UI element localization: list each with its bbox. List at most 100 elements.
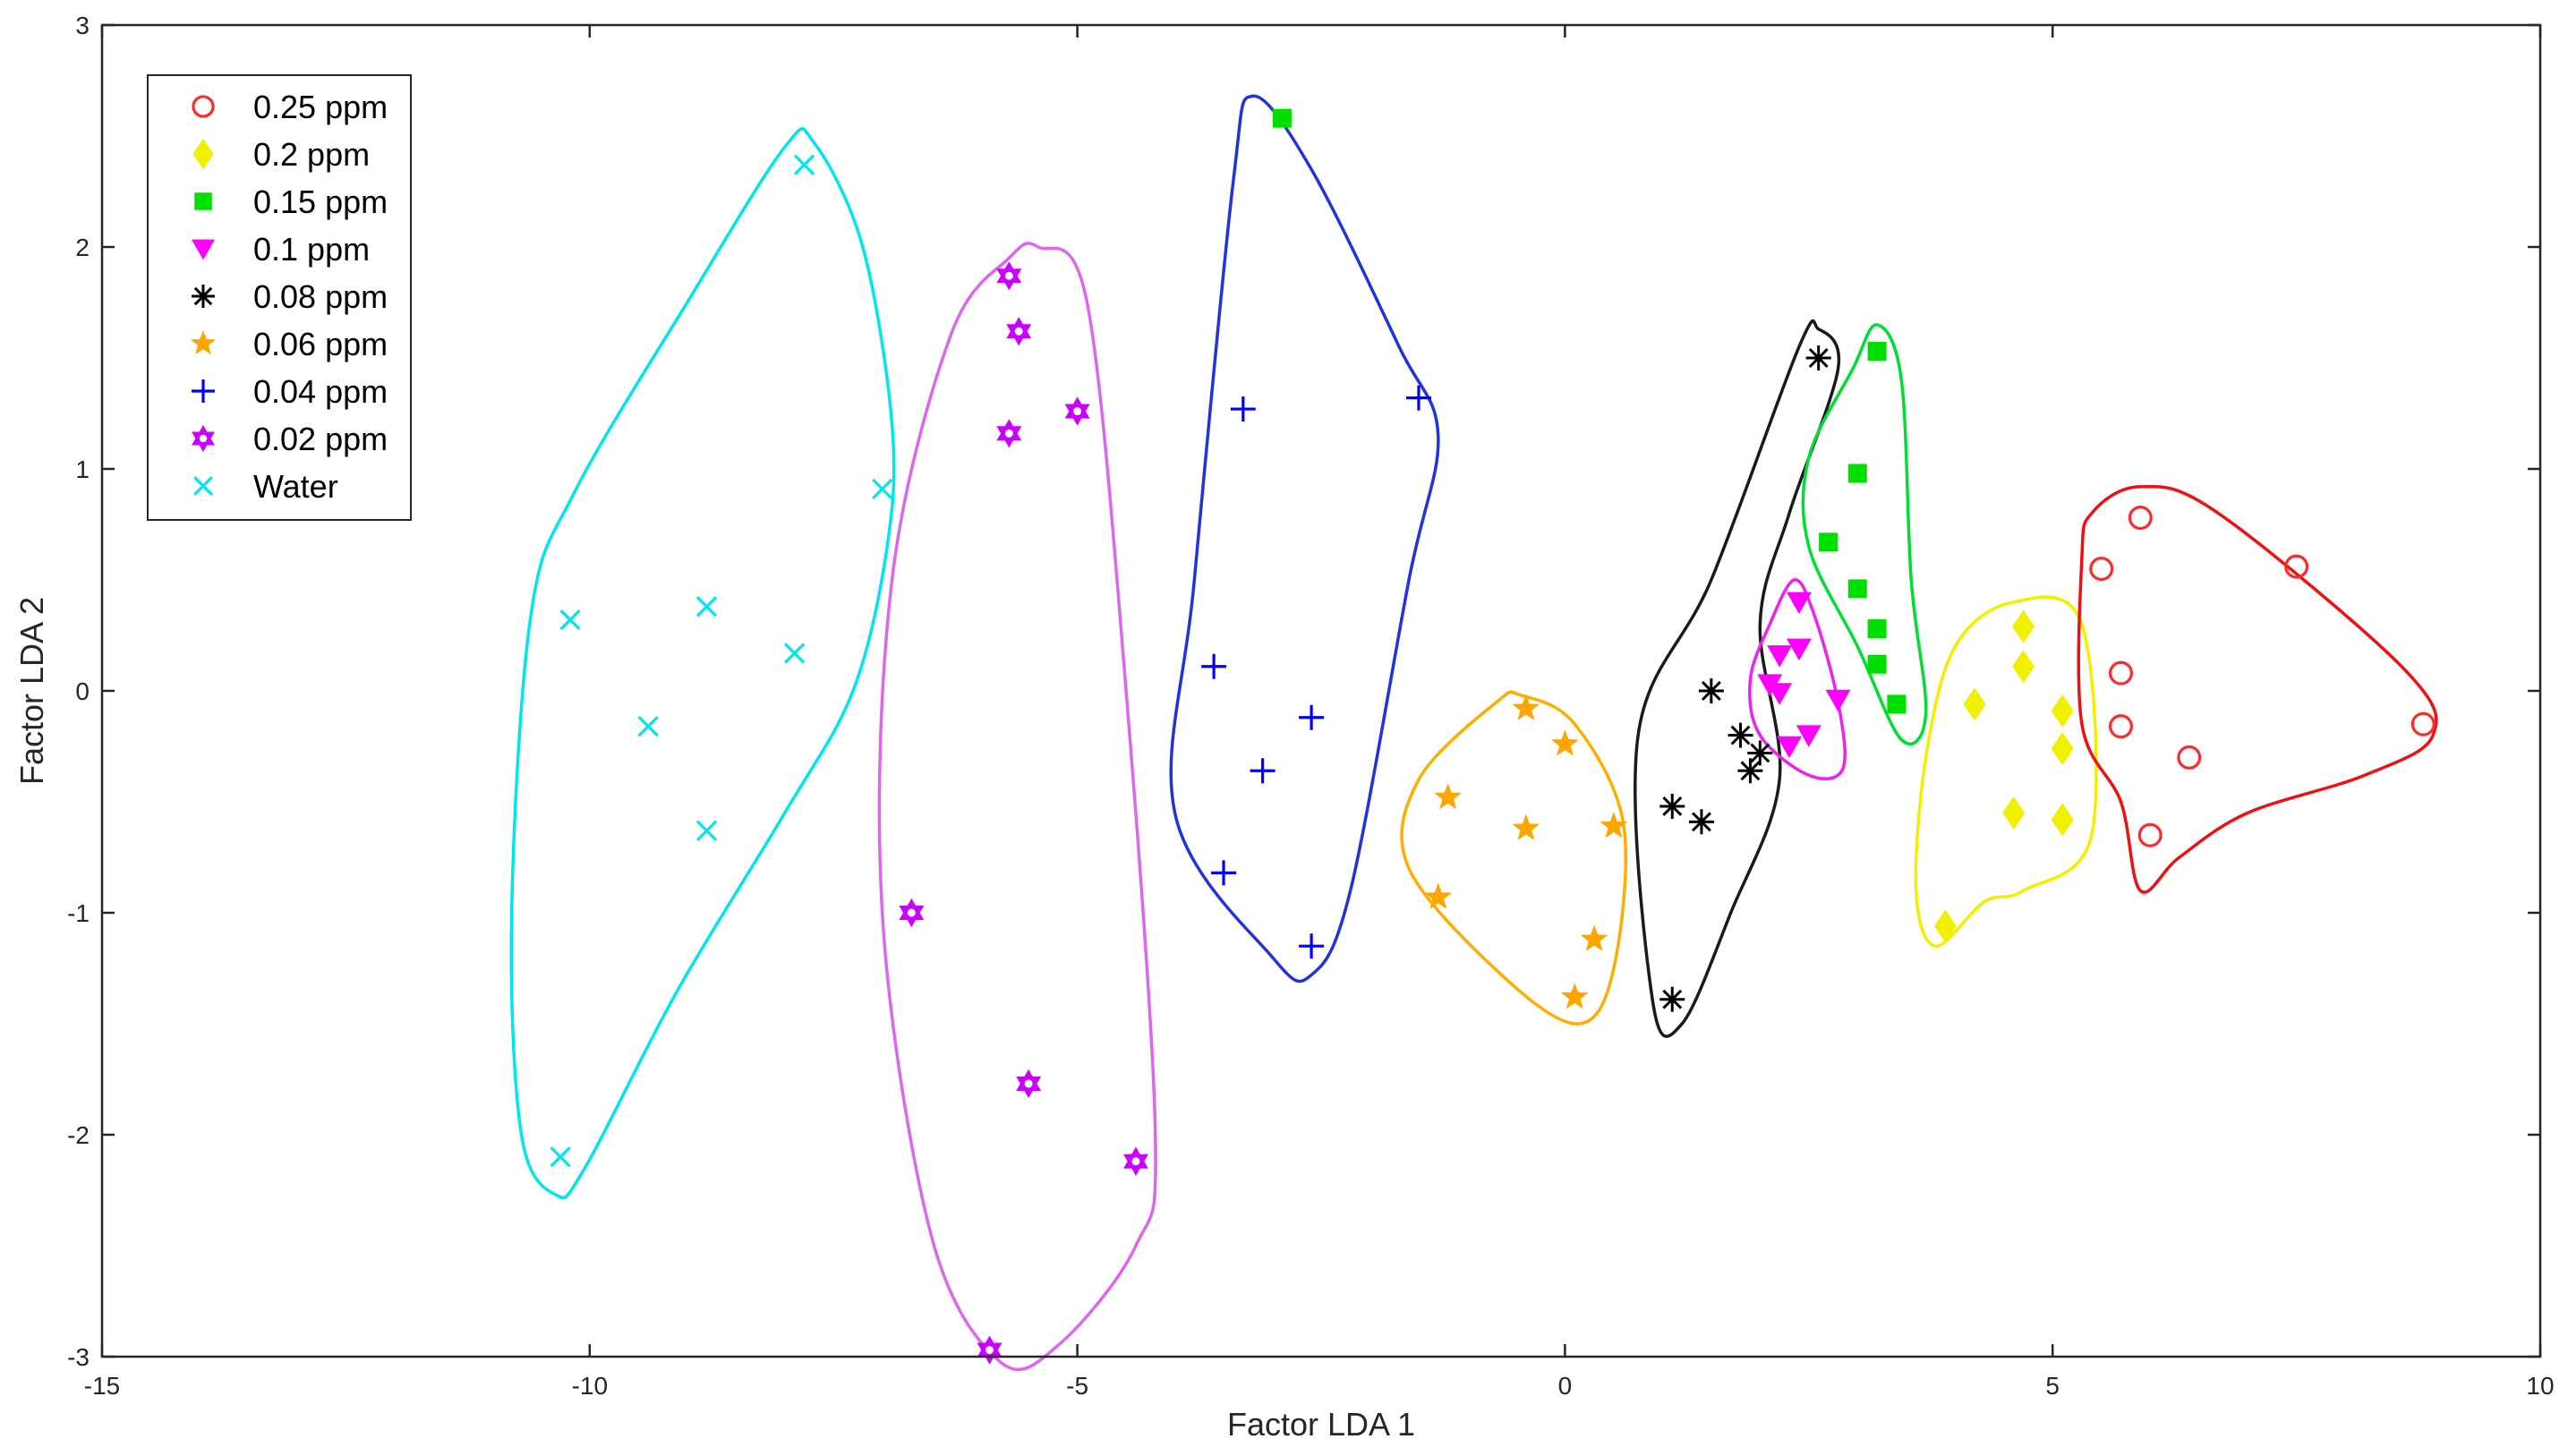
legend-marker-7 [192, 425, 215, 452]
legend-marker-3 [192, 239, 215, 260]
data-point-2-2 [1819, 532, 1839, 552]
x-tick-label-5: 10 [2526, 1372, 2554, 1400]
data-point-0-7 [2137, 822, 2163, 847]
legend-marker-4 [192, 285, 215, 308]
legend-marker-5 [190, 330, 217, 355]
data-point-5-3 [1512, 813, 1540, 840]
data-point-2-5 [1867, 654, 1887, 674]
y-axis-label: Factor LDA 2 [13, 597, 50, 785]
data-point-0-1 [2128, 506, 2153, 531]
data-point-8-7 [550, 1146, 571, 1168]
plot-frame [100, 23, 2542, 1358]
data-point-4-1 [1698, 678, 1724, 703]
data-point-4-4 [1737, 758, 1763, 784]
legend-label-1: 0.2 ppm [253, 136, 370, 173]
legend-label-6: 0.04 ppm [253, 373, 388, 410]
data-point-2-1 [1847, 464, 1867, 483]
data-point-6-1 [1405, 385, 1431, 411]
data-point-3-5 [1825, 689, 1851, 712]
y-tick-label-0: -3 [67, 1343, 90, 1371]
data-point-3-0 [1786, 592, 1812, 615]
data-point-1-0 [2012, 609, 2035, 643]
cluster-outline-7 [1914, 595, 2098, 948]
data-point-7-3 [996, 419, 1022, 448]
data-point-3-2 [1786, 638, 1812, 661]
data-point-8-4 [783, 643, 806, 664]
legend-marker-6 [192, 379, 215, 403]
data-point-0-4 [2108, 714, 2133, 739]
data-point-0-2 [2284, 554, 2309, 579]
legend-label-2: 0.15 ppm [253, 183, 388, 220]
cluster-outline-4 [1634, 319, 1841, 1038]
y-tick-label-5: 2 [75, 234, 90, 261]
data-point-1-2 [2012, 650, 2035, 684]
data-point-4-2 [1728, 722, 1753, 748]
x-tick-label-0: -15 [84, 1372, 120, 1400]
data-point-4-7 [1659, 986, 1685, 1012]
y-tick-label-1: -2 [67, 1121, 90, 1149]
data-point-3-4 [1767, 683, 1793, 705]
data-point-7-4 [899, 898, 925, 928]
data-point-1-1 [1963, 687, 1986, 721]
cluster-outline-0 [509, 127, 896, 1200]
data-point-6-4 [1250, 758, 1275, 784]
data-point-5-6 [1580, 924, 1608, 951]
data-point-1-4 [2051, 732, 2074, 765]
data-point-3-1 [1767, 645, 1793, 668]
legend-marker-8 [193, 476, 213, 496]
data-point-5-1 [1551, 729, 1579, 756]
data-point-8-5 [637, 716, 659, 737]
x-tick-label-3: 0 [1558, 1372, 1573, 1400]
data-point-2-0 [1867, 342, 1887, 362]
data-point-2-3 [1847, 579, 1867, 599]
data-point-0-5 [2177, 745, 2202, 770]
data-point-6-0 [1230, 396, 1256, 422]
x-tick-label-2: -5 [1066, 1372, 1088, 1400]
legend-marker-0 [192, 95, 215, 118]
data-point-1-3 [2051, 694, 2074, 728]
data-point-6-2 [1201, 653, 1227, 679]
data-point-8-3 [695, 596, 718, 617]
legend-label-5: 0.06 ppm [253, 326, 388, 362]
y-tick-label-4: 1 [75, 456, 90, 483]
legend-label-7: 0.02 ppm [253, 421, 388, 457]
data-point-4-0 [1805, 345, 1831, 370]
data-point-7-6 [1123, 1146, 1148, 1176]
data-point-0-0 [2089, 557, 2114, 582]
data-point-2-7 [1272, 108, 1292, 128]
data-point-7-1 [1006, 317, 1032, 346]
data-point-5-4 [1600, 812, 1628, 839]
data-point-7-5 [1016, 1069, 1042, 1099]
data-point-8-1 [872, 478, 893, 499]
cluster-outline-6 [1748, 578, 1847, 780]
y-tick-label-6: 3 [75, 12, 90, 39]
data-point-8-2 [559, 609, 581, 631]
data-point-8-0 [793, 154, 815, 175]
legend-label-4: 0.08 ppm [253, 278, 388, 315]
data-point-7-7 [977, 1335, 1002, 1365]
data-point-4-3 [1747, 740, 1773, 766]
data-point-8-6 [695, 820, 718, 841]
legend: 0.25 ppm 0.2 ppm 0.15 ppm 0.1 ppm 0.08 ppm 0.… [147, 74, 412, 521]
cluster-outline-2 [1169, 94, 1440, 983]
data-point-4-6 [1688, 809, 1714, 835]
legend-label-3: 0.1 ppm [253, 231, 370, 268]
legend-marker-1 [192, 138, 214, 170]
x-axis-label: Factor LDA 1 [1227, 1406, 1415, 1443]
cluster-enclosures [509, 94, 2438, 1372]
data-point-6-5 [1211, 860, 1237, 886]
y-tick-label-2: -1 [67, 899, 90, 927]
data-point-5-0 [1512, 694, 1540, 720]
data-point-4-5 [1659, 793, 1685, 819]
data-point-1-7 [1933, 909, 1957, 943]
data-point-7-2 [1064, 396, 1090, 426]
data-point-6-3 [1299, 704, 1325, 730]
data-point-3-7 [1777, 736, 1803, 759]
legend-marker-2 [194, 192, 212, 210]
y-tick-label-3: 0 [75, 677, 90, 705]
data-point-6-6 [1299, 933, 1325, 959]
x-tick-label-4: 5 [2045, 1372, 2060, 1400]
data-point-3-6 [1796, 725, 1821, 747]
